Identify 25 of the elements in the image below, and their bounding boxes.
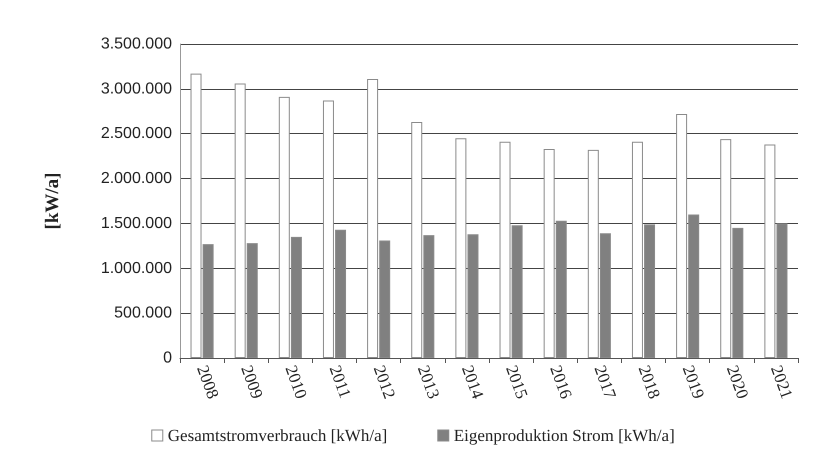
x-tick-label: 2014 [458, 362, 488, 402]
y-tick-label: 3.500.000 [100, 36, 172, 52]
y-tick-label: 500.000 [114, 304, 172, 322]
y-tick-label: 1.000.000 [100, 260, 172, 277]
x-tick-label: 2016 [546, 362, 576, 402]
y-tick-label: 2.500.000 [100, 125, 172, 142]
legend-label: Eigenproduktion Strom [kWh/a] [454, 426, 675, 445]
x-tick-label: 2012 [370, 362, 400, 402]
y-tick-label: 2.000.000 [100, 170, 172, 188]
x-tick-label: 2020 [722, 362, 752, 402]
x-tick-label: 2013 [414, 362, 444, 402]
x-tick-label: 2015 [502, 362, 532, 402]
y-axis-title: [kW/a] [42, 172, 63, 230]
x-tick-label: 2019 [678, 362, 708, 402]
x-tick-label: 2008 [193, 362, 223, 402]
legend-label: Gesamtstromverbrauch [kWh/a] [168, 426, 388, 445]
x-tick-label: 2009 [237, 362, 267, 402]
y-tick-label: 3.000.000 [100, 80, 172, 98]
y-tick-label: 1.500.000 [100, 214, 172, 232]
x-tick-label: 2011 [326, 362, 355, 401]
x-tick-label: 2017 [590, 362, 620, 402]
y-tick-label: 0 [163, 350, 172, 366]
x-tick-label: 2010 [281, 362, 311, 402]
x-tick-label: 2018 [634, 362, 664, 402]
x-tick-label: 2021 [767, 362, 796, 402]
